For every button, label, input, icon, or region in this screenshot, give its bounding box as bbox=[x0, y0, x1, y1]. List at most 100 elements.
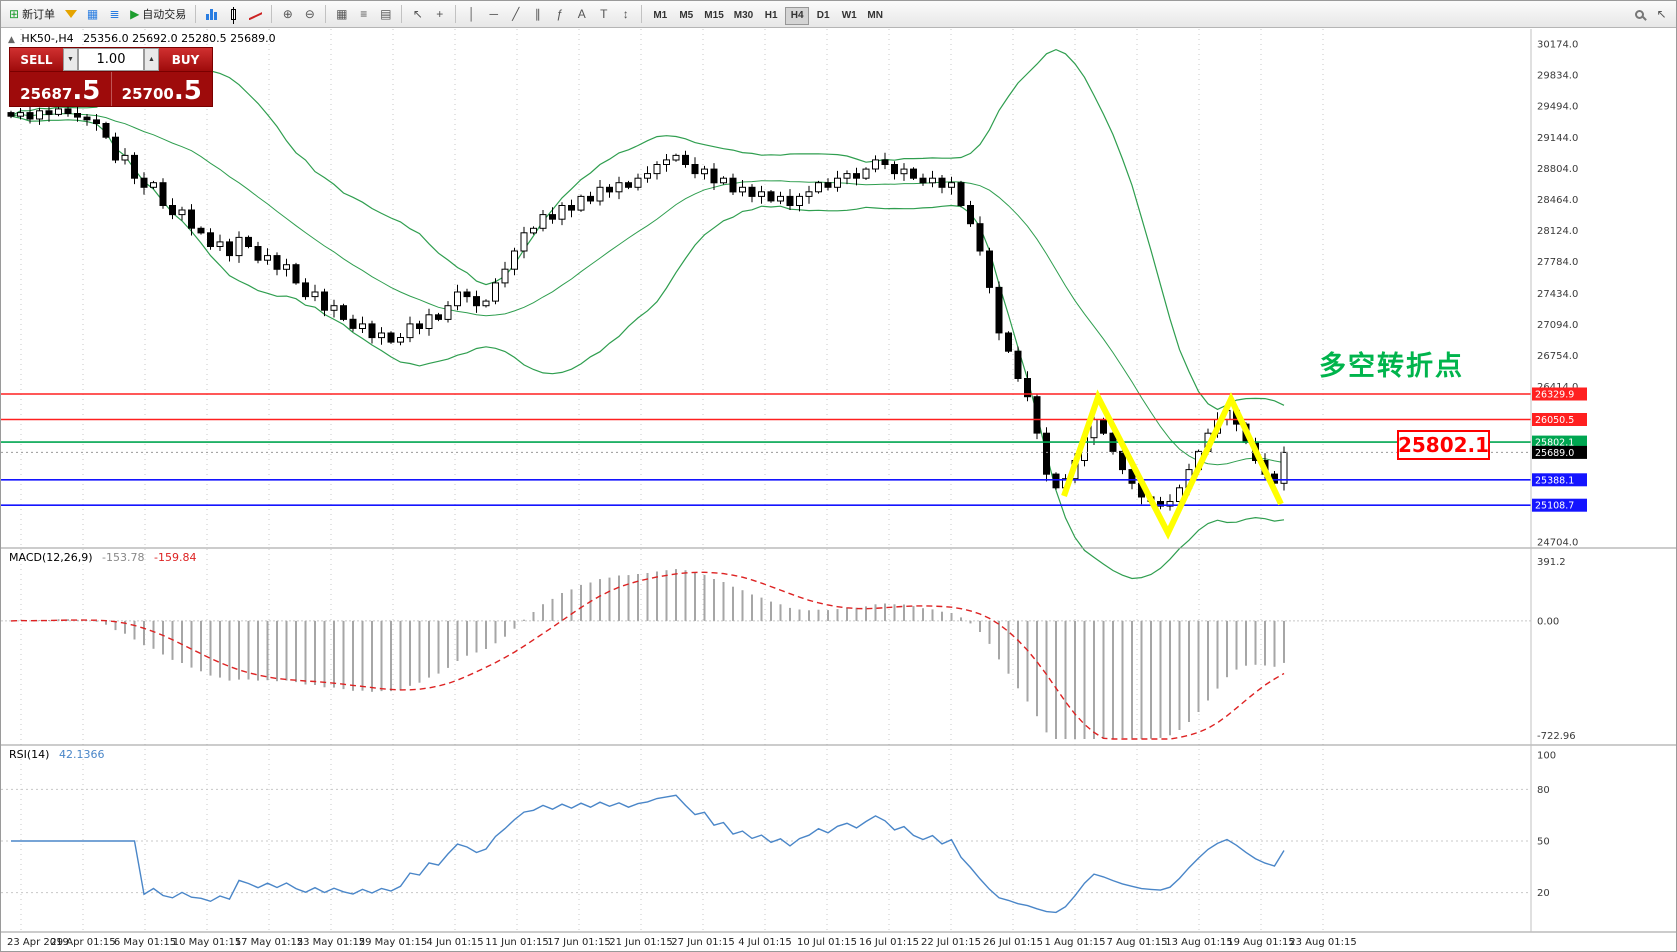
svg-text:4 Jul 01:15: 4 Jul 01:15 bbox=[738, 937, 792, 948]
svg-text:17 Jun 01:15: 17 Jun 01:15 bbox=[547, 937, 611, 948]
buy-price-fraction: .5 bbox=[173, 75, 202, 106]
svg-text:29 Apr 01:15: 29 Apr 01:15 bbox=[50, 937, 115, 948]
crosshair-button[interactable]: + bbox=[429, 4, 450, 25]
buy-price: 25700 .5 bbox=[110, 72, 213, 106]
svg-text:22 Jul 01:15: 22 Jul 01:15 bbox=[921, 937, 981, 948]
text-button[interactable]: A bbox=[571, 4, 592, 25]
channel-button[interactable]: ∥ bbox=[527, 4, 548, 25]
trendline-button[interactable]: ╱ bbox=[505, 4, 526, 25]
ohlc-info: ▲ HK50-,H4 25356.0 25692.0 25280.5 25689… bbox=[8, 32, 276, 45]
svg-text:28124.0: 28124.0 bbox=[1537, 226, 1578, 237]
svg-text:29 May 01:15: 29 May 01:15 bbox=[359, 937, 428, 948]
svg-text:26 Jul 01:15: 26 Jul 01:15 bbox=[983, 937, 1043, 948]
timeframe-m30-button[interactable]: M30 bbox=[730, 7, 757, 25]
svg-text:25108.7: 25108.7 bbox=[1535, 501, 1574, 512]
toolbar-separator bbox=[401, 5, 403, 23]
rsi-line bbox=[11, 794, 1285, 914]
svg-text:391.2: 391.2 bbox=[1537, 557, 1566, 568]
candlestick-chart-button[interactable] bbox=[223, 4, 244, 25]
price-axis-badge bbox=[1532, 435, 1587, 449]
profiles-button[interactable]: ▦ bbox=[82, 4, 103, 25]
timeframe-w1-button[interactable]: W1 bbox=[837, 7, 861, 25]
search-icon bbox=[1635, 9, 1644, 19]
timeframe-m1-button[interactable]: M1 bbox=[648, 7, 672, 25]
svg-text:26414.0: 26414.0 bbox=[1537, 382, 1578, 393]
templates-button[interactable]: ▤ bbox=[375, 4, 396, 25]
autotrading-button[interactable]: ▶ 自动交易 bbox=[126, 4, 190, 25]
timeframe-m15-button[interactable]: M15 bbox=[700, 7, 727, 25]
zoom-out-button[interactable]: ⊖ bbox=[299, 4, 320, 25]
funnel-icon bbox=[64, 10, 77, 18]
svg-text:100: 100 bbox=[1537, 751, 1556, 762]
toolbar-separator bbox=[325, 5, 327, 23]
macd-signal-value: -159.84 bbox=[154, 551, 197, 564]
new-order-button[interactable]: ⊞ 新订单 bbox=[5, 4, 59, 25]
zoom-in-button[interactable]: ⊕ bbox=[277, 4, 298, 25]
svg-text:25802.1: 25802.1 bbox=[1535, 438, 1574, 449]
sell-price: 25687 .5 bbox=[10, 72, 111, 106]
timeframe-mn-button[interactable]: MN bbox=[863, 7, 887, 25]
text-label-icon: T bbox=[600, 7, 608, 21]
svg-text:4 Jun 01:15: 4 Jun 01:15 bbox=[426, 937, 483, 948]
bar-chart-button[interactable] bbox=[201, 4, 222, 25]
horizontal-line-button[interactable]: ─ bbox=[483, 4, 504, 25]
rsi-header: RSI(14) 42.1366 bbox=[9, 748, 104, 761]
timeframe-d1-button[interactable]: D1 bbox=[811, 7, 835, 25]
svg-text:23 Apr 2019: 23 Apr 2019 bbox=[7, 937, 69, 948]
search-button[interactable] bbox=[1629, 4, 1650, 25]
sell-button[interactable]: SELL bbox=[10, 48, 63, 71]
timeframe-h4-button[interactable]: H4 bbox=[785, 6, 810, 25]
symbol-period-label: HK50-,H4 bbox=[21, 32, 74, 45]
lot-size-input[interactable]: 1.00 bbox=[78, 48, 144, 71]
svg-text:26754.0: 26754.0 bbox=[1537, 351, 1578, 362]
svg-text:17 May 01:15: 17 May 01:15 bbox=[235, 937, 304, 948]
tile-windows-button[interactable]: ▦ bbox=[331, 4, 352, 25]
svg-text:10 May 01:15: 10 May 01:15 bbox=[173, 937, 242, 948]
pointer-icon: ↖ bbox=[1656, 7, 1667, 21]
svg-text:1 Aug 01:15: 1 Aug 01:15 bbox=[1044, 937, 1105, 948]
trade-prices-row: 25687 .5 25700 .5 bbox=[10, 71, 212, 106]
pointer-button[interactable]: ↖ bbox=[1651, 4, 1672, 25]
svg-text:23 Aug 01:15: 23 Aug 01:15 bbox=[1289, 937, 1356, 948]
line-chart-button[interactable] bbox=[245, 4, 266, 25]
price-callout-box[interactable]: 25802.1 bbox=[1397, 430, 1490, 460]
zigzag-annotation[interactable] bbox=[1061, 389, 1284, 540]
history-center-button[interactable]: ≣ bbox=[104, 4, 125, 25]
turning-point-annotation[interactable]: 多空转折点 bbox=[1319, 351, 1464, 382]
timeframe-m5-button[interactable]: M5 bbox=[674, 7, 698, 25]
profiles-icon: ▦ bbox=[86, 7, 99, 21]
timeframe-h1-button[interactable]: H1 bbox=[759, 7, 783, 25]
price-axis-badge bbox=[1532, 445, 1587, 459]
price-axis-badge bbox=[1532, 413, 1587, 426]
lot-increase-button[interactable]: ▲ bbox=[144, 48, 159, 71]
cursor-icon: ↖ bbox=[412, 7, 423, 21]
text-label-button[interactable]: T bbox=[593, 4, 614, 25]
bollinger-lower-band bbox=[10, 115, 1285, 580]
bollinger-middle-band bbox=[10, 113, 1285, 466]
fibonacci-button[interactable]: ƒ bbox=[549, 4, 570, 25]
svg-text:20: 20 bbox=[1537, 888, 1550, 899]
cursor-button[interactable]: ↖ bbox=[407, 4, 428, 25]
sell-price-fraction: .5 bbox=[72, 75, 101, 106]
indicators-list-button[interactable]: ≡ bbox=[353, 4, 374, 25]
arrows-button[interactable]: ↕ bbox=[615, 4, 636, 25]
tile-windows-icon: ▦ bbox=[336, 7, 348, 21]
svg-text:26050.5: 26050.5 bbox=[1535, 415, 1574, 426]
fibonacci-icon: ƒ bbox=[556, 7, 564, 21]
new-order-label: 新订单 bbox=[22, 9, 56, 21]
buy-price-main: 25700 bbox=[121, 84, 174, 103]
indicators-funnel-button[interactable] bbox=[60, 4, 81, 25]
svg-text:11 Jun 01:15: 11 Jun 01:15 bbox=[485, 937, 549, 948]
buy-button[interactable]: BUY bbox=[159, 48, 212, 71]
indicators-list-icon: ≡ bbox=[360, 7, 368, 21]
svg-text:25689.0: 25689.0 bbox=[1535, 448, 1574, 459]
vertical-line-button[interactable]: │ bbox=[461, 4, 482, 25]
lot-dropdown-button[interactable]: ▼ bbox=[63, 48, 78, 71]
candlestick-icon bbox=[231, 6, 237, 24]
macd-signal-line bbox=[10, 571, 1285, 740]
macd-main-value: -153.78 bbox=[102, 551, 145, 564]
collapse-icon[interactable]: ▲ bbox=[8, 35, 15, 45]
svg-text:27 Jun 01:15: 27 Jun 01:15 bbox=[671, 937, 735, 948]
toolbar-separator bbox=[641, 5, 643, 23]
